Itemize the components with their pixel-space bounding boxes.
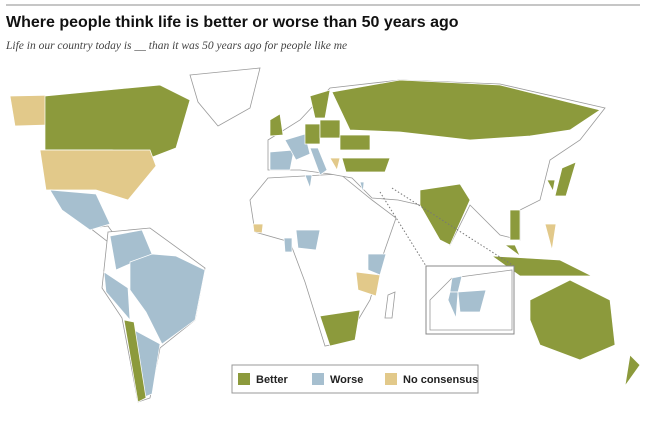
legend-label: Better [256,374,289,386]
italy [309,147,328,176]
nigeria [295,229,321,251]
greece [329,157,341,171]
canada [44,84,191,159]
japan [554,161,577,197]
new-zealand [624,354,641,387]
legend: Better Worse No consensus [238,373,478,386]
sweden [309,89,331,119]
poland [319,119,341,139]
ghana [283,237,293,253]
brazil [129,253,206,345]
ukraine [339,134,371,151]
chile [123,319,147,403]
title: Where people think life is better or wor… [6,14,459,31]
philippines [544,223,557,251]
united-kingdom [269,113,284,137]
india [419,183,471,246]
legend-label: No consensus [403,374,478,386]
united-states [39,149,157,201]
legend-swatch [238,373,250,385]
legend-label: Worse [330,374,363,386]
south-korea [546,179,556,193]
peru [103,271,131,322]
inset-pointer [379,191,427,267]
inset-jordan [457,289,487,313]
south-africa [319,309,361,347]
russia [331,79,601,141]
madagascar [384,291,396,319]
mexico [49,189,111,231]
israel [359,181,365,193]
australia [529,279,616,361]
malaysia [503,244,521,258]
france [284,133,311,161]
greenland [189,67,261,127]
tanzania [355,271,381,297]
inset-israel [447,291,459,319]
tunisia [304,174,313,190]
legend-swatch [385,373,397,385]
legend-box [231,364,479,394]
germany [304,123,321,145]
turkey [341,157,391,173]
senegal [252,223,264,234]
legend-swatch [312,373,324,385]
subtitle: Life in our country today is __ than it … [5,40,347,52]
vietnam [509,209,521,241]
world-map [9,67,641,403]
spain [269,149,295,171]
